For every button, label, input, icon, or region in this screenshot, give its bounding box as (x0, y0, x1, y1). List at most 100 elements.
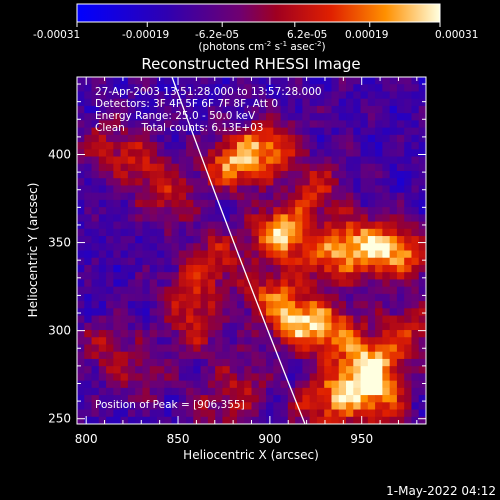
heatmap-cell (396, 330, 405, 338)
heatmap-cell (127, 243, 136, 251)
heatmap-cell (411, 120, 420, 129)
heatmap-cell (309, 315, 318, 324)
heatmap-cell (222, 380, 231, 389)
heatmap-cell (302, 293, 311, 302)
heatmap-cell (142, 228, 151, 237)
heatmap-cell (251, 409, 260, 418)
heatmap-cell (186, 315, 194, 324)
heatmap-cell (229, 293, 238, 302)
heatmap-cell (171, 207, 180, 215)
heatmap-cell (346, 120, 354, 129)
heatmap-cell (156, 214, 165, 222)
heatmap-cell (280, 257, 289, 266)
heatmap-cell (113, 351, 122, 360)
heatmap-cell (215, 337, 223, 345)
heatmap-cell (149, 221, 158, 230)
heatmap-cell (396, 185, 405, 194)
heatmap-cell (367, 84, 376, 92)
heatmap-cell (331, 402, 340, 410)
heatmap-cell (236, 105, 245, 114)
heatmap-cell (396, 308, 405, 316)
heatmap-cell (331, 358, 340, 367)
heatmap-cell (382, 185, 391, 194)
heatmap-cell (91, 351, 100, 360)
heatmap-cell (331, 178, 340, 186)
heatmap-cell (91, 120, 100, 129)
heatmap-cell (142, 387, 151, 396)
heatmap-cell (258, 243, 267, 251)
heatmap-cell (389, 322, 398, 331)
heatmap-cell (244, 402, 252, 410)
heatmap-cell (222, 315, 231, 324)
heatmap-cell (77, 163, 85, 172)
heatmap-cell (360, 163, 369, 172)
heatmap-cell (215, 120, 223, 129)
heatmap-cell (331, 120, 340, 129)
heatmap-cell (375, 337, 383, 345)
heatmap-cell (266, 402, 274, 410)
heatmap-cell (84, 236, 92, 244)
heatmap-cell (287, 402, 296, 410)
heatmap-cell (346, 416, 354, 424)
heatmap-cell (389, 257, 398, 266)
heatmap-cell (382, 113, 391, 121)
heatmap-cell (171, 293, 180, 302)
heatmap-cell (164, 279, 172, 288)
heatmap-cell (215, 228, 223, 237)
heatmap-cell (346, 380, 354, 389)
heatmap-cell (142, 199, 151, 208)
heatmap-cell (200, 221, 209, 230)
heatmap-cell (77, 416, 85, 424)
heatmap-cell (127, 344, 136, 353)
heatmap-cell (418, 105, 426, 114)
heatmap-cell (120, 301, 129, 309)
heatmap-cell (215, 366, 223, 374)
heatmap-cell (396, 337, 405, 345)
heatmap-cell (244, 416, 252, 424)
heatmap-cell (375, 272, 383, 280)
heatmap-cell (215, 91, 223, 100)
heatmap-cell (309, 142, 318, 150)
heatmap-cell (418, 199, 426, 208)
heatmap-cell (266, 257, 274, 266)
heatmap-cell (135, 301, 143, 309)
heatmap-cell (404, 214, 412, 222)
heatmap-cell (135, 358, 143, 367)
heatmap-cell (222, 279, 231, 288)
heatmap-cell (215, 214, 223, 222)
heatmap-cell (84, 308, 92, 316)
heatmap-cell (331, 221, 340, 230)
heatmap-cell (404, 264, 412, 273)
heatmap-cell (207, 409, 216, 418)
heatmap-cell (207, 293, 216, 302)
heatmap-cell (251, 330, 260, 338)
heatmap-cell (106, 163, 114, 172)
heatmap-cell (302, 402, 311, 410)
heatmap-cell (222, 358, 231, 367)
heatmap-cell (258, 330, 267, 338)
heatmap-cell (280, 337, 289, 345)
heatmap-cell (316, 134, 325, 143)
heatmap-cell (142, 221, 151, 230)
heatmap-cell (98, 199, 107, 208)
heatmap-cell (207, 330, 216, 338)
heatmap-cell (178, 178, 187, 186)
heatmap-cell (266, 366, 274, 374)
x-tick-label: 800 (75, 432, 98, 446)
heatmap-cell (338, 337, 347, 345)
heatmap-cell (91, 257, 100, 266)
heatmap-cell (302, 98, 311, 107)
heatmap-cell (113, 395, 122, 403)
heatmap-cell (404, 149, 412, 157)
heatmap-cell (120, 199, 129, 208)
heatmap-cell (142, 142, 151, 150)
heatmap-cell (338, 395, 347, 403)
heatmap-cell (186, 279, 194, 288)
heatmap-cell (280, 134, 289, 143)
heatmap-cell (258, 322, 267, 331)
heatmap-cell (113, 322, 122, 331)
heatmap-cell (222, 207, 231, 215)
heatmap-cell (171, 395, 180, 403)
heatmap-cell (411, 156, 420, 165)
heatmap-cell (229, 199, 238, 208)
